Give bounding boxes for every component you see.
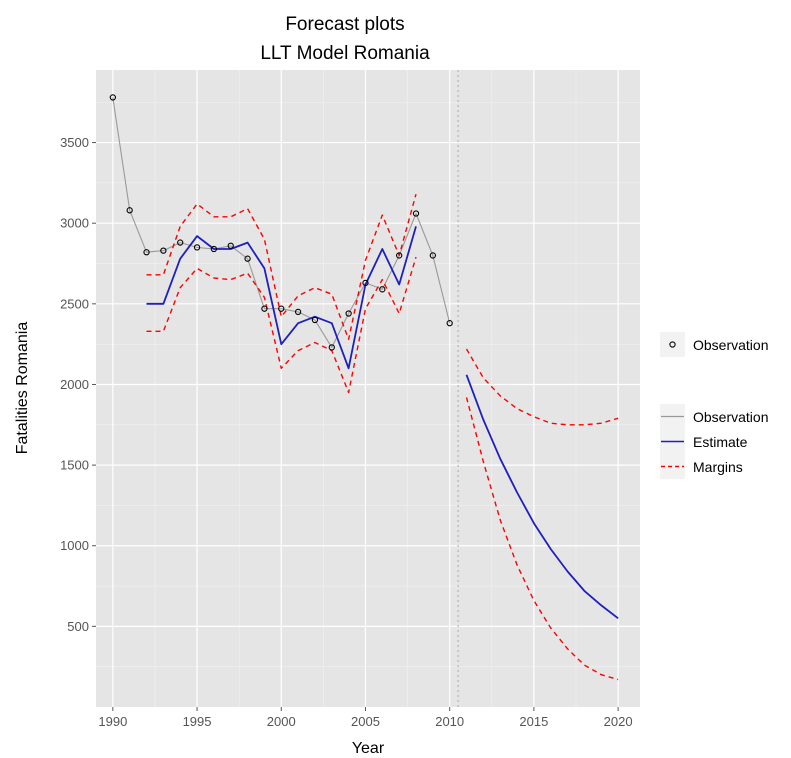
series-line-margins [465,348,619,426]
legend-label-estimate: Estimate [693,434,748,450]
y-tick-label: 1000 [60,538,89,553]
series-line-estimate [146,226,417,370]
observation-point [429,252,436,259]
y-axis-ticks: 500 1000 1500 2000 2500 3000 3500 [60,135,96,634]
minor-gridlines [96,70,640,707]
observation-point [244,255,251,262]
y-tick-label: 3500 [60,135,89,150]
x-tick-label: 2000 [267,714,296,729]
legend: Observation Observation Estimate Margins [660,332,768,479]
x-tick-label: 2010 [435,714,464,729]
series-line-margins [465,397,619,681]
observation-point [126,207,133,214]
y-tick-label: 500 [67,619,89,634]
observation-point [278,305,285,312]
chart-title: Forecast plots [285,14,404,35]
observation-point [160,247,167,254]
series-line-estimate [465,374,619,620]
x-tick-label: 2005 [351,714,380,729]
series-line-observation [112,97,451,348]
plot-panel [96,70,640,707]
legend-point-symbol [669,341,676,348]
observation-point [311,316,319,324]
observation-point [345,310,352,317]
observation-point [412,210,420,217]
y-tick-label: 2500 [60,296,89,311]
x-tick-label: 2015 [519,714,548,729]
y-tick-label: 2000 [60,377,89,392]
observation-points [109,94,453,351]
x-tick-label: 1995 [183,714,212,729]
series-line-margins [146,256,417,394]
observation-point [396,252,403,259]
observation-point [294,308,302,316]
observation-point [143,249,150,256]
observation-point [379,286,386,293]
x-axis-ticks: 1990 1995 2000 2005 2010 2015 2020 [98,707,633,729]
legend-label-margins: Margins [693,459,743,475]
observation-point [362,279,369,287]
legend-label-observation: Observation [693,409,768,425]
observation-point [446,320,453,327]
y-tick-label: 1500 [60,458,89,473]
y-tick-label: 3000 [60,216,89,231]
observation-point [328,344,335,351]
legend-label-points: Observation [693,337,768,353]
x-axis-title: Year [352,740,385,757]
observation-point [227,242,234,249]
x-tick-label: 2020 [604,714,633,729]
chart-subtitle: LLT Model Romania [260,43,430,64]
y-axis-title: Fatalities Romania [14,322,31,455]
observation-point [261,305,268,312]
series-layer [112,97,619,681]
observation-point [210,245,218,253]
observation-point [177,239,184,246]
observation-point [109,94,116,101]
legend-key-points [660,332,685,357]
x-tick-label: 1990 [98,714,127,729]
observation-point [193,244,201,251]
